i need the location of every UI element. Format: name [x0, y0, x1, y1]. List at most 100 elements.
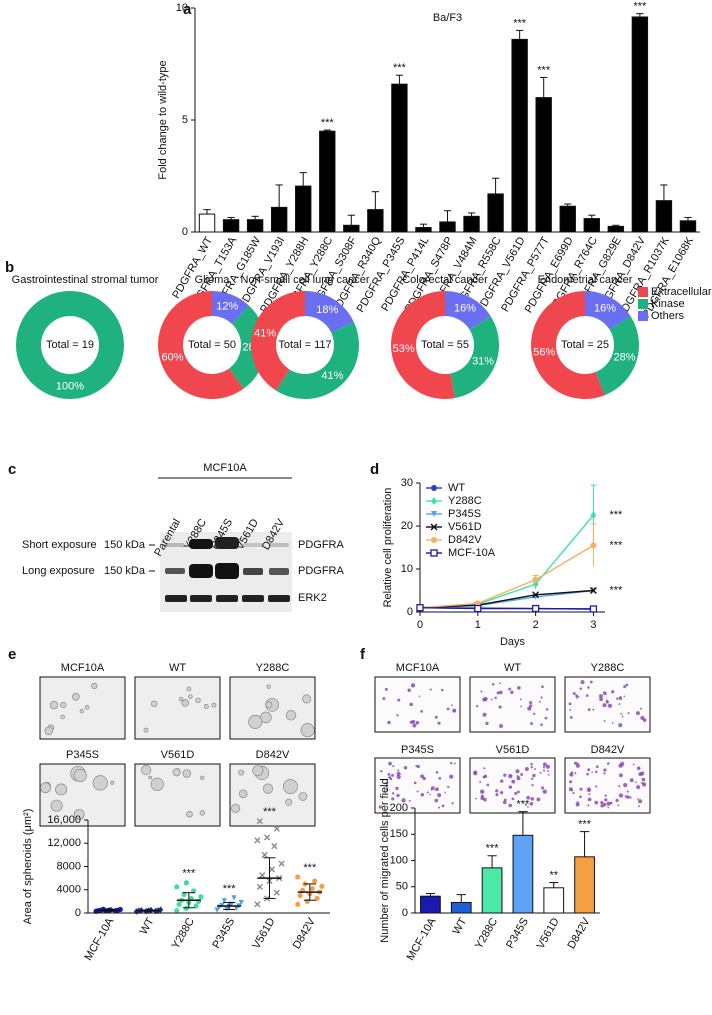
- image-label: D842V: [591, 744, 625, 756]
- cell: [409, 720, 413, 724]
- panel-letter: d: [370, 461, 379, 478]
- cell: [519, 698, 522, 701]
- cell: [438, 806, 441, 809]
- cell: [569, 715, 573, 719]
- y-tick-label: 10: [176, 2, 188, 14]
- band: [268, 595, 290, 602]
- band: [243, 568, 263, 575]
- cell: [517, 790, 520, 794]
- point: [474, 604, 482, 613]
- y-tick-label: 50: [396, 881, 408, 893]
- bar: [295, 185, 312, 233]
- significance: ***: [513, 17, 527, 29]
- cell: [450, 761, 453, 765]
- cell: [618, 793, 624, 798]
- row-label: Long exposure: [22, 565, 95, 577]
- point: [268, 866, 276, 873]
- cell: [620, 713, 622, 715]
- spheroid: [195, 697, 201, 704]
- cell: [502, 800, 507, 805]
- center-label: Total = 55: [421, 339, 469, 351]
- cell: [586, 772, 589, 776]
- slice-label: 56%: [533, 347, 555, 359]
- spheroid: [143, 727, 149, 733]
- x-tick-label: Y288C: [473, 916, 500, 951]
- cell: [380, 770, 383, 773]
- band: [189, 564, 213, 578]
- micrograph: [564, 676, 651, 733]
- cell: [454, 762, 456, 765]
- point: [174, 884, 180, 890]
- cell: [530, 722, 533, 726]
- cell: [533, 712, 536, 716]
- cell: [629, 778, 634, 783]
- cell: [416, 764, 420, 769]
- spheroid: [50, 799, 63, 812]
- x-tick-label: P345S: [210, 916, 237, 951]
- pie-slice: [212, 291, 249, 324]
- band: [189, 539, 213, 549]
- cell: [545, 708, 549, 711]
- y-tick-label: 12,000: [47, 837, 81, 849]
- point: [224, 906, 230, 912]
- bar: [535, 97, 552, 233]
- cell: [625, 683, 629, 687]
- spheroid: [282, 779, 298, 794]
- x-tick-label: P345S: [504, 916, 531, 951]
- cell: [542, 762, 547, 767]
- cell: [617, 804, 620, 807]
- spheroid: [298, 792, 308, 801]
- cell: [437, 721, 441, 725]
- point: [589, 587, 597, 594]
- cell: [544, 716, 548, 720]
- legend-label: Extracellular: [651, 286, 712, 298]
- cell: [429, 688, 432, 691]
- significance: ***: [393, 62, 407, 74]
- cell: [569, 780, 573, 784]
- spheroid: [248, 714, 263, 729]
- cell: [618, 773, 623, 778]
- cell: [641, 777, 646, 782]
- cell: [585, 694, 589, 697]
- cell: [426, 791, 429, 794]
- spheroid: [72, 692, 80, 701]
- bar: [655, 200, 673, 233]
- micrograph: [469, 676, 556, 733]
- cell: [541, 685, 544, 689]
- size-label: 150 kDa: [104, 565, 146, 577]
- cell: [574, 771, 577, 774]
- image-label: WT: [169, 662, 186, 674]
- cell: [638, 805, 640, 808]
- protein-label: PDGFRA: [298, 565, 345, 577]
- cell: [420, 710, 423, 713]
- slice-label: 28%: [613, 352, 635, 364]
- point: [198, 894, 204, 900]
- cell: [602, 703, 607, 708]
- cell: [451, 802, 454, 805]
- point: [295, 901, 301, 907]
- spheroid: [186, 810, 193, 818]
- cell: [530, 797, 535, 801]
- significance: ***: [182, 868, 196, 880]
- spheroid: [148, 775, 153, 780]
- image-label: V561D: [161, 749, 195, 761]
- bar: [222, 219, 240, 233]
- cell: [602, 691, 607, 696]
- cell: [568, 702, 572, 706]
- cell: [407, 688, 411, 692]
- cell: [579, 787, 583, 791]
- cell: [401, 798, 406, 803]
- point: [278, 860, 285, 867]
- cell: [490, 698, 493, 701]
- cell: [621, 715, 624, 718]
- cell: [540, 696, 543, 699]
- point: [531, 604, 540, 613]
- cell: [545, 764, 550, 769]
- cell: [606, 801, 611, 806]
- significance: ***: [578, 819, 592, 831]
- bar: [511, 38, 528, 233]
- cell: [604, 794, 607, 797]
- cell: [388, 761, 392, 766]
